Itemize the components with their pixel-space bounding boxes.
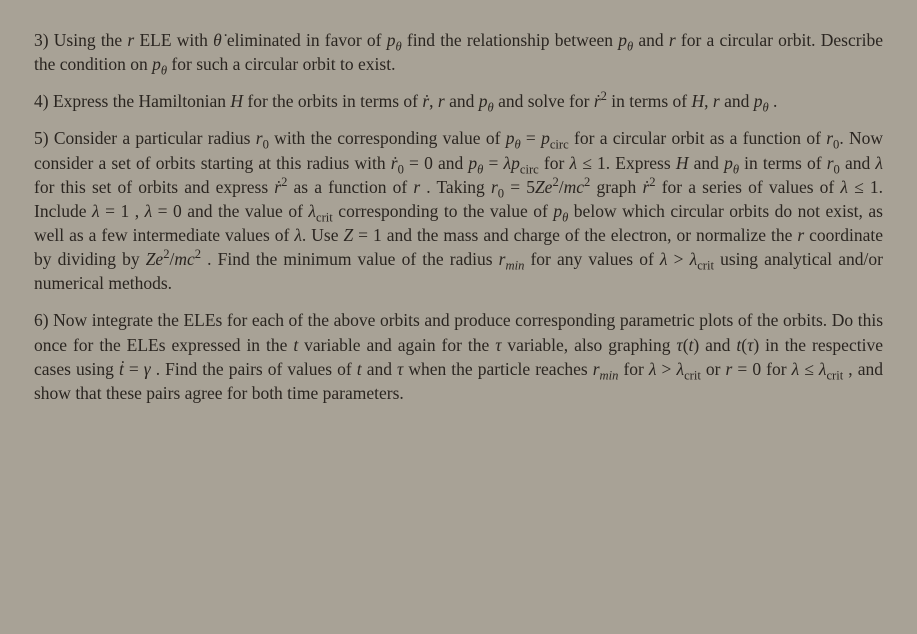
question-5: 5) Consider a particular radius r0 with … (34, 126, 883, 295)
question-4: 4) Express the Hamiltonian H for the orb… (34, 89, 883, 113)
question-6: 6) Now integrate the ELEs for each of th… (34, 308, 883, 405)
question-3: 3) Using the r ELE with θ̇ eliminated in… (34, 28, 883, 76)
